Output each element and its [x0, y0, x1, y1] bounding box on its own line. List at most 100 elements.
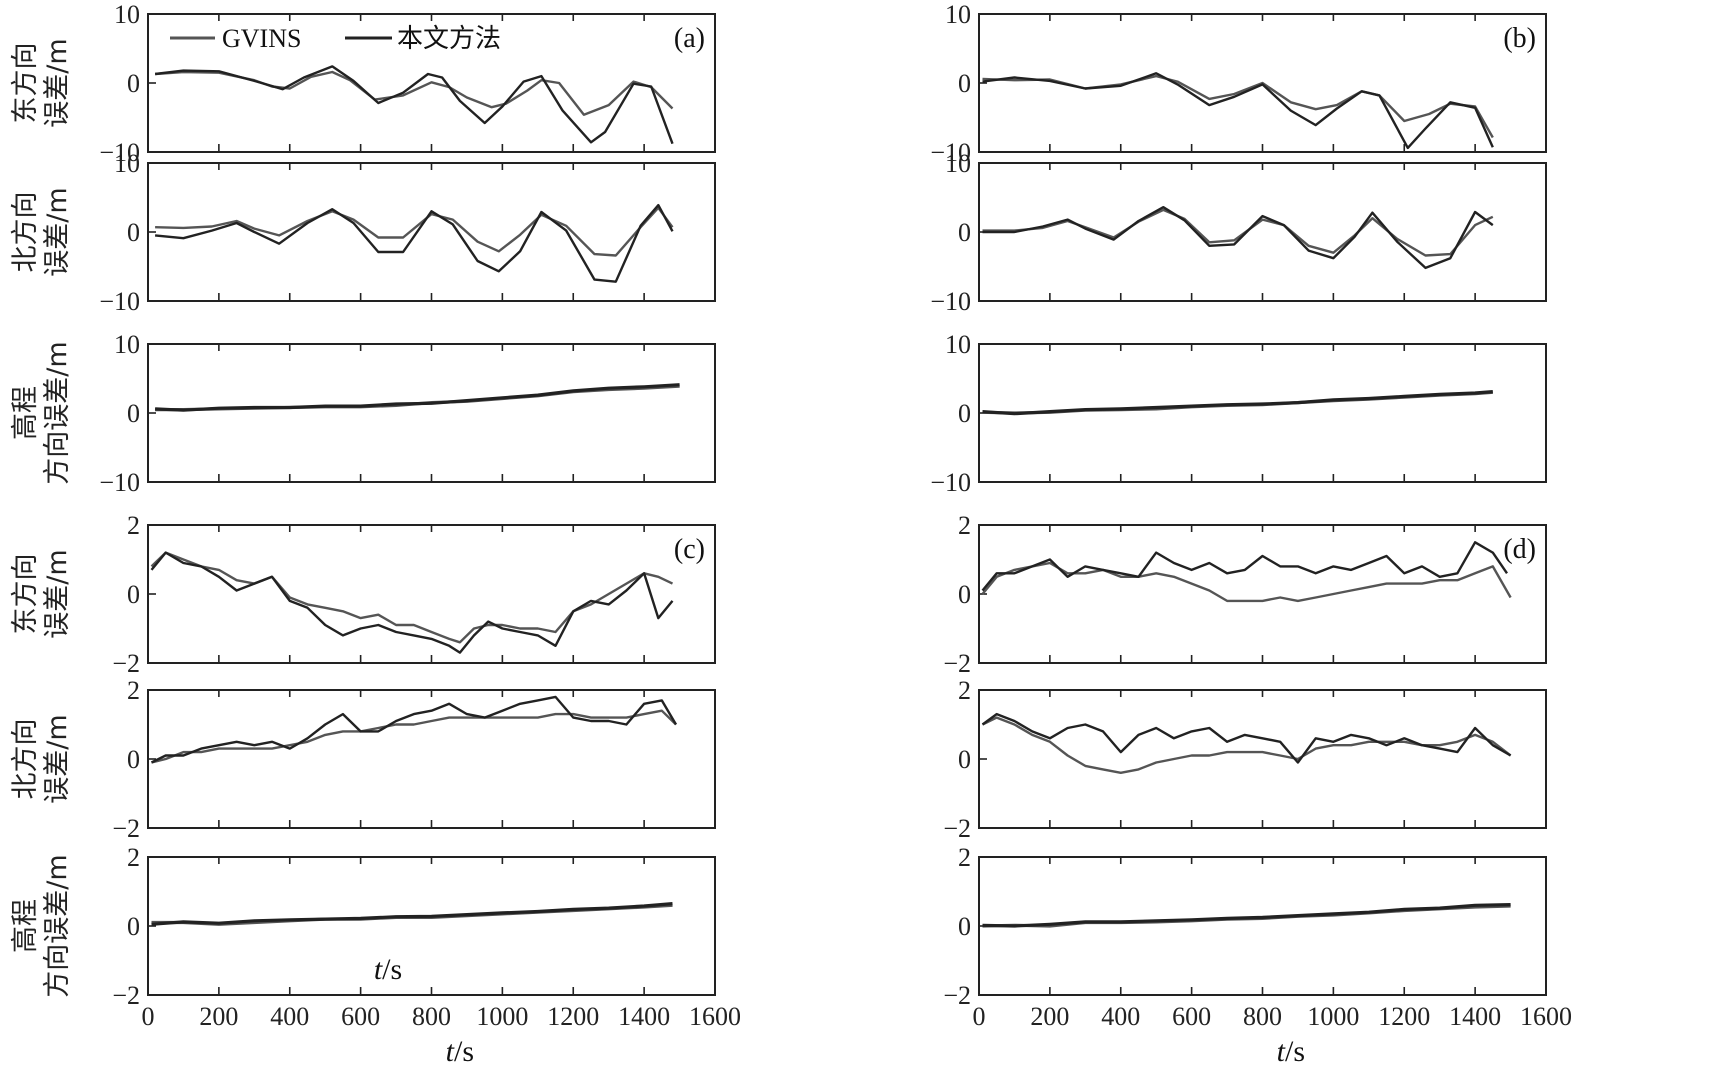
plot-frame — [978, 689, 1547, 829]
y-tick-label: 2 — [127, 843, 140, 872]
panel-c3: 20−20 200 400 600 800 1000 1200 1400 1600t/st/s高… — [10, 843, 741, 1068]
y-tick-label: 0 — [127, 218, 140, 247]
y-tick-label: −2 — [943, 981, 971, 1010]
y-tick-label: 2 — [127, 511, 140, 540]
y-tick-label: 10 — [114, 149, 140, 178]
series-line-proposed — [981, 712, 1512, 764]
y-axis-label: 高程方向误差/m — [10, 341, 73, 484]
x-tick-label: 200 — [199, 1002, 238, 1031]
series-line-gvins — [981, 561, 1512, 603]
panels-layer: 10 0 −10 东方向误差/m (a) 10 0 −10 北方向误差/m 10 0 −10 高程方向误… — [10, 0, 1572, 1068]
series-line-gvins — [982, 208, 1494, 257]
y-tick-label: 0 — [958, 912, 971, 941]
y-tick-label: 0 — [127, 580, 140, 609]
plot-frame — [147, 524, 716, 664]
y-tick-label: 0 — [127, 399, 140, 428]
x-tick-label: 1600 — [1520, 1002, 1572, 1031]
panel-a: 10 0 −10 东方向误差/m (a) — [10, 0, 716, 167]
y-tick-label: −10 — [930, 287, 971, 316]
panel-d: 2 0 −2 (d) — [943, 511, 1547, 678]
panel-annotation: t/s — [374, 953, 402, 986]
legend: GVINS 本文方法 — [170, 24, 501, 54]
x-tick-label: 1000 — [1307, 1002, 1359, 1031]
series-line-proposed — [150, 551, 674, 654]
y-tick-label: 0 — [958, 218, 971, 247]
series-line-proposed — [155, 383, 680, 412]
y-tick-label: 10 — [945, 149, 971, 178]
series-line-gvins — [981, 716, 1512, 774]
series-line-proposed — [982, 72, 1494, 150]
panel-d2: 2 0 −2 — [943, 676, 1547, 843]
plot-frame — [147, 343, 716, 483]
panel-a3: 10 0 −10 高程方向误差/m — [10, 330, 716, 497]
x-tick-label: 200 — [1030, 1002, 1069, 1031]
y-tick-label: 2 — [127, 676, 140, 705]
panel-b: 10 0 −10 (b) — [930, 0, 1547, 167]
y-axis-label: 北方向误差/m — [10, 714, 73, 803]
y-tick-label: 0 — [958, 399, 971, 428]
plot-frame — [978, 162, 1547, 302]
y-tick-label: −10 — [930, 468, 971, 497]
x-tick-label: 1000 — [476, 1002, 528, 1031]
panel-label: (a) — [674, 23, 705, 54]
y-tick-label: −2 — [112, 814, 140, 843]
series-line-proposed — [154, 203, 674, 283]
series-line-proposed — [982, 390, 1493, 416]
panel-label: (b) — [1503, 23, 1536, 54]
series-line-proposed — [981, 541, 1508, 592]
series-line-proposed — [154, 65, 674, 145]
y-tick-label: 2 — [958, 843, 971, 872]
series-line-proposed — [982, 903, 1511, 928]
y-tick-label: 10 — [114, 0, 140, 29]
x-tick-label: 1600 — [689, 1002, 741, 1031]
y-tick-label: 0 — [127, 912, 140, 941]
x-tick-label: 1400 — [618, 1002, 670, 1031]
series-line-gvins — [155, 70, 674, 116]
plot-frame — [147, 162, 716, 302]
x-tick-label: 1400 — [1449, 1002, 1501, 1031]
y-tick-label: 10 — [945, 330, 971, 359]
y-tick-label: −10 — [99, 287, 140, 316]
y-tick-label: −2 — [112, 981, 140, 1010]
x-tick-label: 800 — [1243, 1002, 1282, 1031]
x-tick-label: 600 — [1172, 1002, 1211, 1031]
series-line-gvins — [150, 551, 674, 644]
y-tick-label: 0 — [958, 69, 971, 98]
series-line-proposed — [150, 695, 678, 764]
y-tick-label: −2 — [943, 649, 971, 678]
x-tick-label: 1200 — [547, 1002, 599, 1031]
y-tick-label: −2 — [943, 814, 971, 843]
legend-label-gvins: GVINS — [222, 24, 301, 53]
plot-frame — [978, 524, 1547, 664]
series-line-gvins — [151, 709, 677, 764]
y-tick-label: −10 — [930, 138, 971, 167]
x-tick-label: 0 — [973, 1002, 986, 1031]
panel-label: (c) — [674, 534, 705, 565]
y-tick-label: −10 — [99, 138, 140, 167]
series-line-gvins — [155, 206, 674, 257]
panel-label: (d) — [1503, 534, 1536, 565]
x-tick-label: 400 — [1101, 1002, 1140, 1031]
x-tick-label: 0 — [142, 1002, 155, 1031]
y-tick-label: 0 — [127, 745, 140, 774]
y-tick-label: 0 — [127, 69, 140, 98]
y-axis-label: 东方向误差/m — [10, 549, 73, 638]
panel-c: 2 0 −2 东方向误差/m (c) — [10, 511, 716, 678]
legend-label-proposed: 本文方法 — [397, 24, 501, 54]
series-line-proposed — [982, 205, 1494, 270]
x-axis-label: t/s — [446, 1035, 474, 1068]
series-line-gvins — [982, 74, 1494, 139]
panel-a2: 10 0 −10 北方向误差/m — [10, 149, 716, 316]
x-tick-label: 600 — [341, 1002, 380, 1031]
x-tick-label: 800 — [412, 1002, 451, 1031]
y-axis-label: 北方向误差/m — [10, 187, 73, 276]
y-tick-label: 10 — [945, 0, 971, 29]
y-tick-label: 0 — [958, 745, 971, 774]
y-tick-label: 2 — [958, 676, 971, 705]
panel-c2: 2 0 −2 北方向误差/m — [10, 676, 716, 843]
x-axis-label: t/s — [1277, 1035, 1305, 1068]
y-tick-label: −2 — [112, 649, 140, 678]
plot-frame — [147, 856, 716, 996]
